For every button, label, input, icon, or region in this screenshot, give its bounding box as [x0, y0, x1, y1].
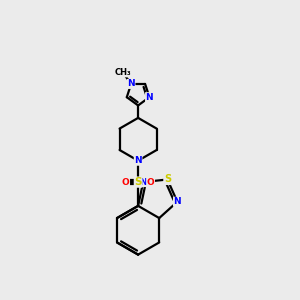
Text: CH₃: CH₃ — [114, 68, 131, 77]
Text: O: O — [147, 178, 154, 187]
Text: S: S — [164, 175, 171, 184]
Text: N: N — [134, 156, 142, 165]
Text: S: S — [134, 177, 142, 187]
Text: N: N — [127, 80, 135, 88]
Text: N: N — [173, 197, 181, 206]
Text: N: N — [140, 178, 147, 187]
Text: O: O — [122, 178, 130, 187]
Text: N: N — [146, 93, 153, 102]
